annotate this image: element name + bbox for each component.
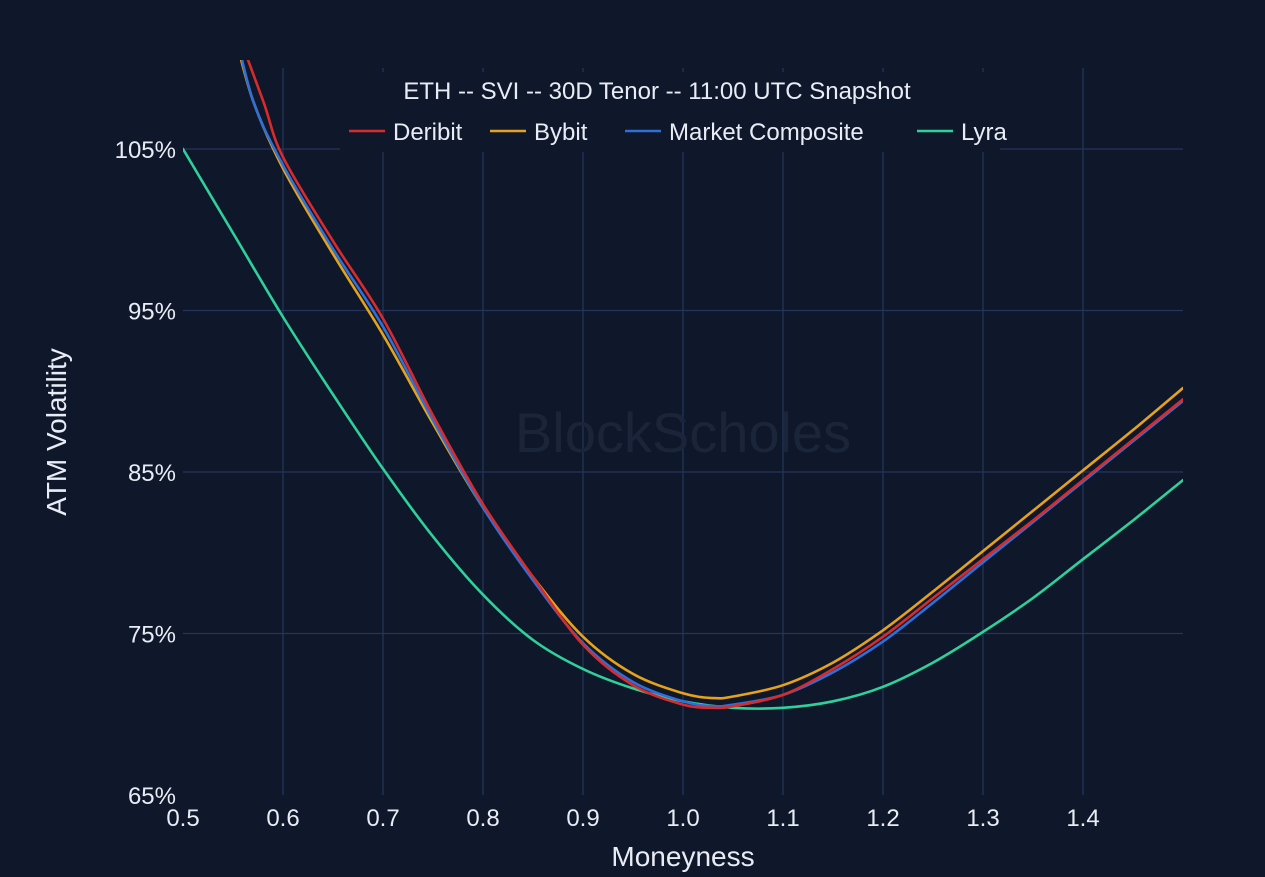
legend-label: Market Composite [669, 119, 864, 146]
series-line-deribit [246, 60, 1183, 710]
x-tick-label: 1.1 [766, 805, 799, 832]
x-tick-label: 0.9 [566, 805, 599, 832]
series-line-market-composite [240, 60, 1183, 708]
x-axis-ticks: 0.5 0.6 0.7 0.8 0.9 1.0 1.1 1.2 1.3 1.4 [166, 805, 1099, 832]
legend-item-deribit[interactable]: Deribit [349, 119, 463, 146]
legend-items: Deribit Bybit Market Composite Lyra [349, 119, 1007, 146]
y-tick-label: 85% [128, 460, 176, 487]
series-line-bybit [239, 60, 1183, 700]
x-tick-label: 0.6 [266, 805, 299, 832]
y-axis-title: ATM Volatility [41, 348, 72, 516]
legend-item-market-composite[interactable]: Market Composite [625, 119, 864, 146]
x-tick-label: 1.4 [1066, 805, 1099, 832]
watermark: BlockScholes [515, 401, 851, 464]
legend-label: Lyra [961, 119, 1007, 146]
x-tick-label: 0.7 [366, 805, 399, 832]
legend: ETH -- SVI -- 30D Tenor -- 11:00 UTC Sna… [340, 72, 1007, 152]
y-tick-label: 75% [128, 622, 176, 649]
x-tick-label: 0.5 [166, 805, 199, 832]
y-tick-label: 105% [115, 137, 176, 164]
legend-label: Bybit [534, 119, 588, 146]
legend-item-bybit[interactable]: Bybit [490, 119, 588, 146]
y-axis-ticks: 65% 75% 85% 95% 105% [115, 137, 176, 810]
legend-item-lyra[interactable]: Lyra [917, 119, 1007, 146]
x-tick-label: 1.2 [866, 805, 899, 832]
legend-label: Deribit [393, 119, 463, 146]
y-tick-label: 95% [128, 299, 176, 326]
x-tick-label: 1.3 [966, 805, 999, 832]
x-tick-label: 1.0 [666, 805, 699, 832]
x-axis-title: Moneyness [611, 841, 754, 872]
series-lines [183, 60, 1183, 710]
grid [183, 68, 1183, 795]
chart-title: ETH -- SVI -- 30D Tenor -- 11:00 UTC Sna… [403, 78, 911, 105]
y-tick-label: 65% [128, 783, 176, 810]
x-tick-label: 0.8 [466, 805, 499, 832]
legend-background [340, 72, 1000, 152]
